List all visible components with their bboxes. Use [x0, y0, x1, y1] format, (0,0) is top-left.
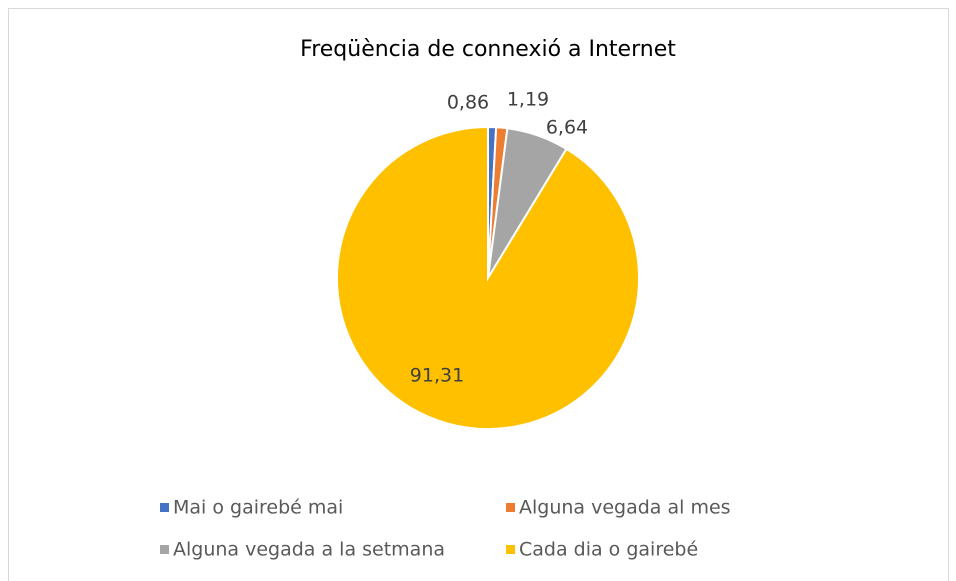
legend-label: Alguna vegada al mes	[519, 497, 731, 519]
data-label: 91,31	[410, 365, 464, 387]
data-label: 1,19	[507, 89, 549, 111]
legend-label: Cada dia o gairebé	[519, 539, 698, 561]
legend-swatch	[160, 503, 169, 512]
pie-slice	[336, 125, 640, 430]
legend-swatch	[506, 503, 515, 512]
legend-label: Alguna vegada a la setmana	[173, 539, 445, 561]
data-label: 0,86	[447, 92, 489, 114]
legend-swatch	[160, 545, 169, 554]
legend-label: Mai o gairebé mai	[173, 497, 343, 519]
data-label: 6,64	[546, 117, 588, 139]
legend-swatch	[506, 545, 515, 554]
chart-title: Freqüència de connexió a Internet	[300, 37, 676, 62]
